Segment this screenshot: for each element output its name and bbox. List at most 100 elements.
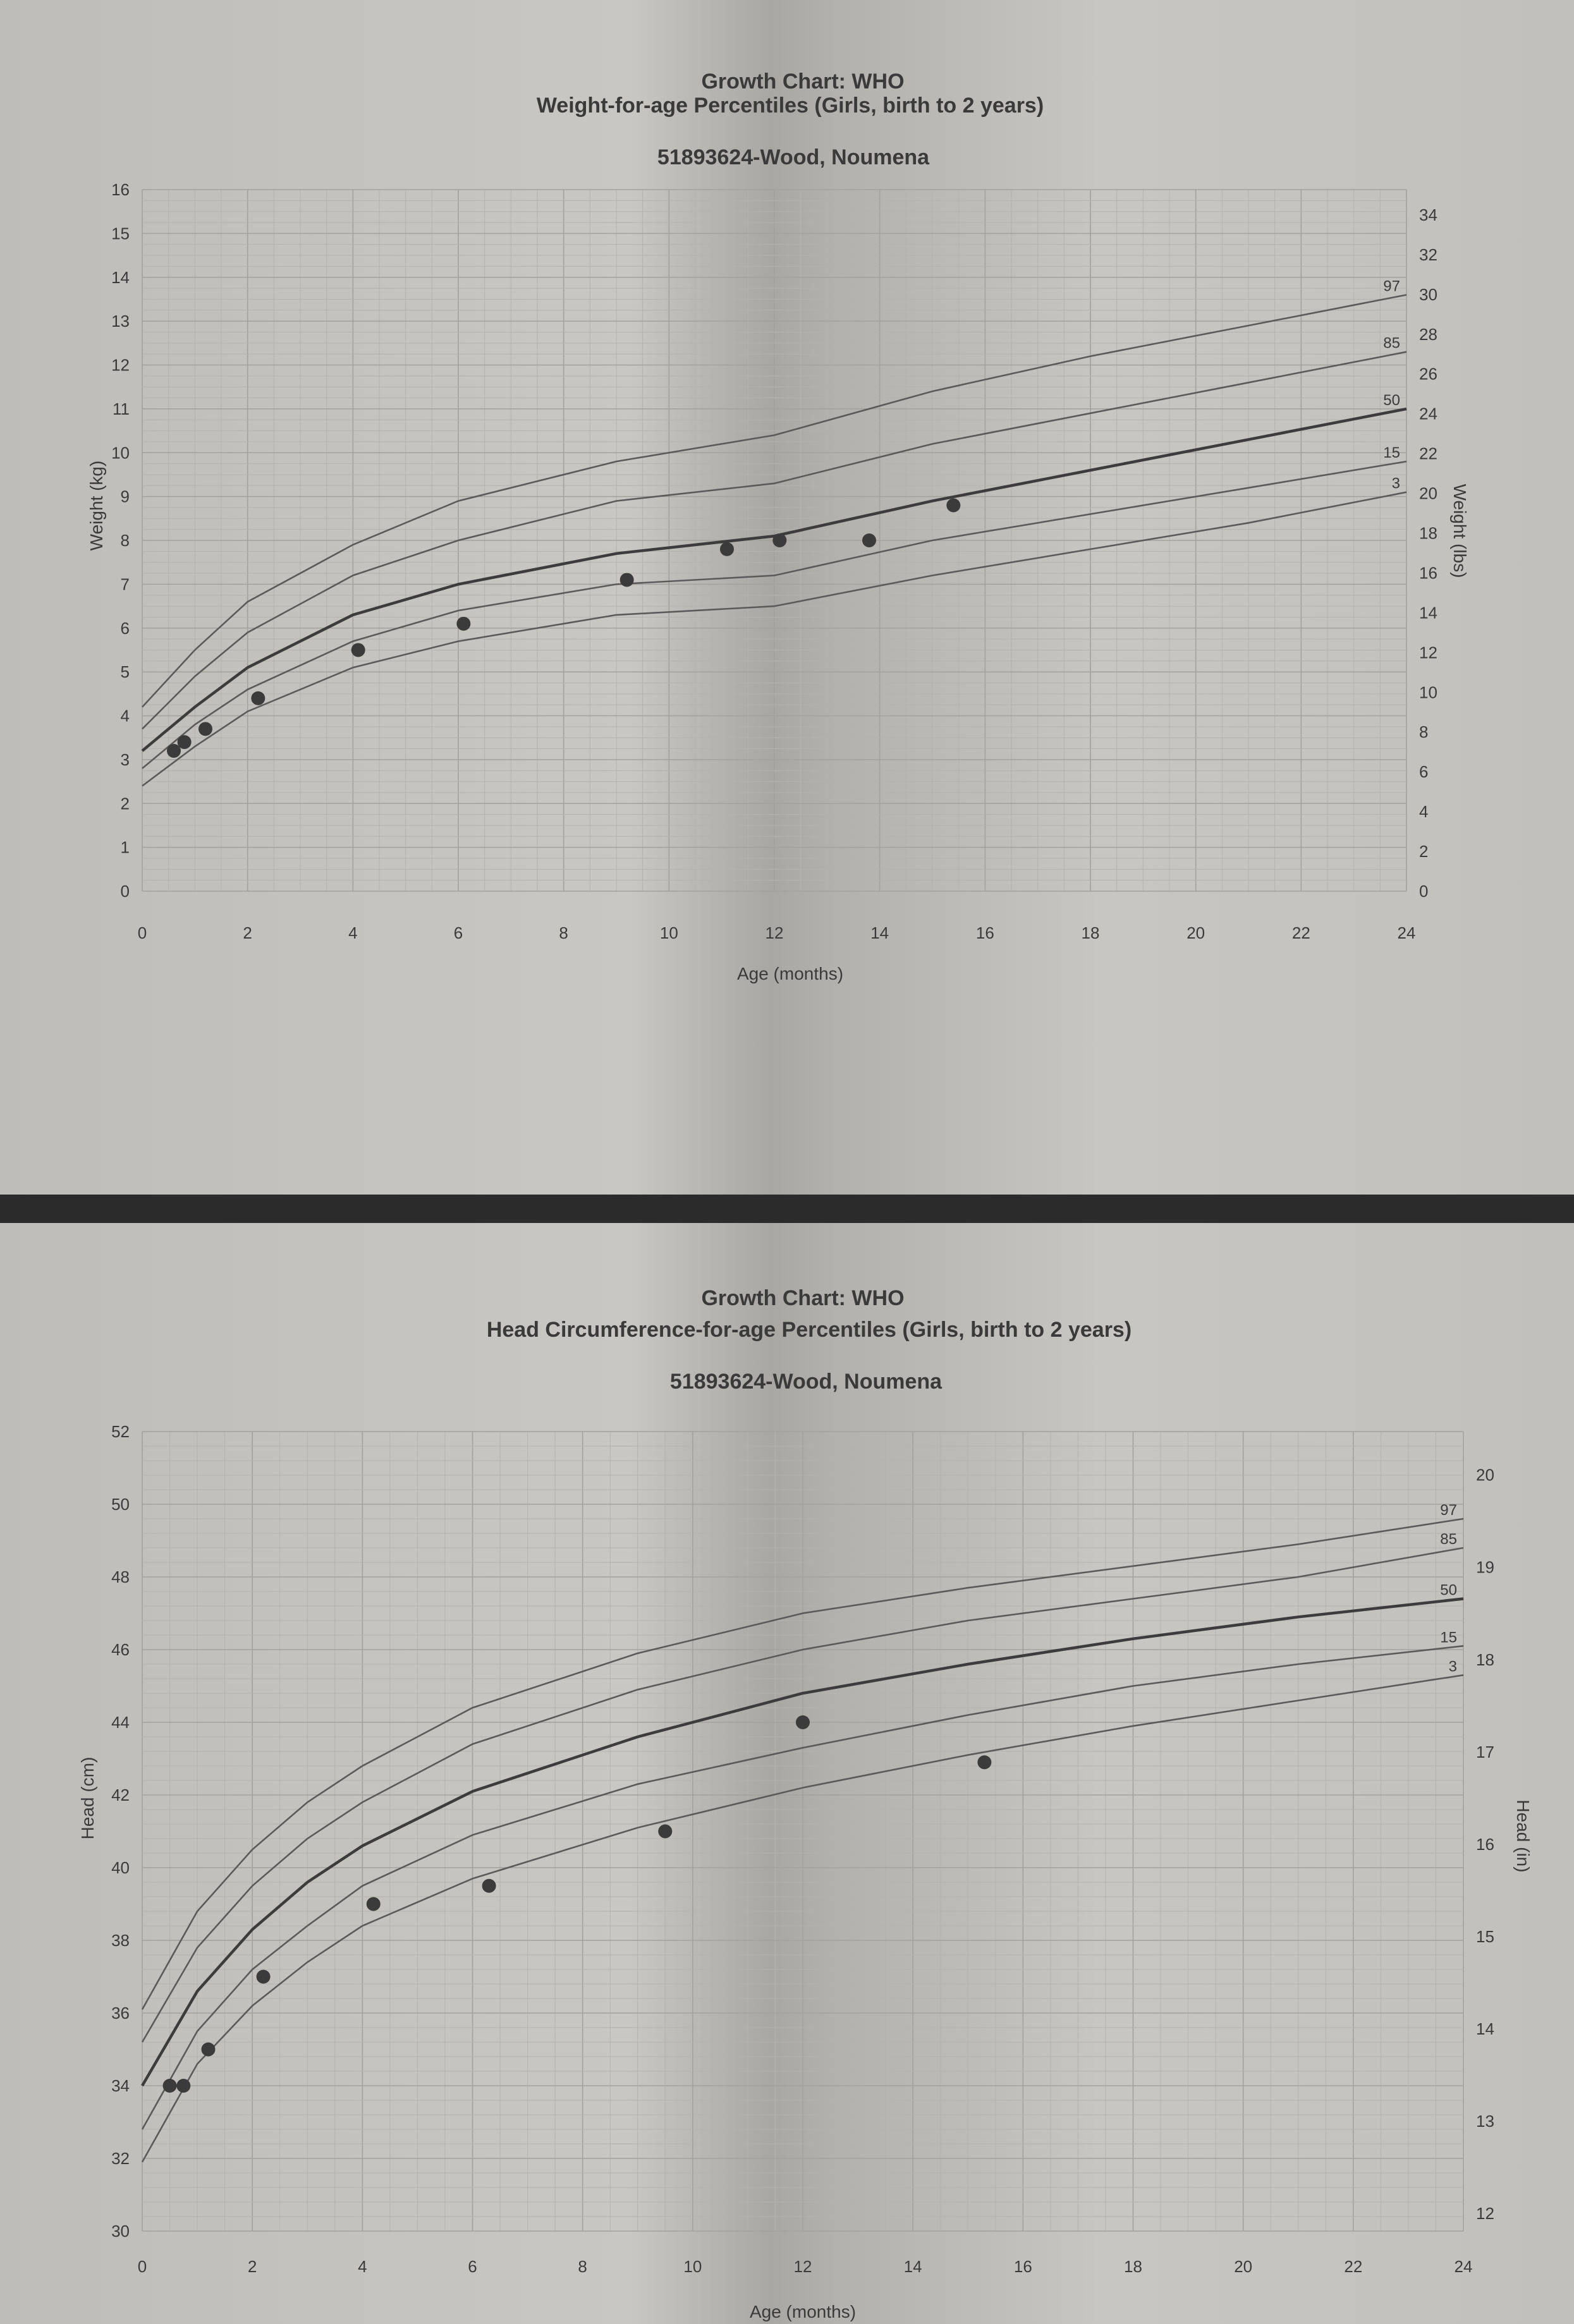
patient-point (177, 735, 192, 750)
x-tick-label: 22 (1344, 2257, 1362, 2276)
y-tick-label: 40 (111, 1858, 130, 1877)
patient-point (456, 616, 471, 631)
y-tick-label-right: 2 (1419, 842, 1428, 861)
y-tick-label: 42 (111, 1786, 130, 1804)
x-tick-label: 16 (1014, 2257, 1032, 2276)
y-tick-label: 30 (111, 2222, 130, 2241)
y-tick-label: 36 (111, 2004, 130, 2023)
patient-point (167, 744, 181, 758)
percentile-label-97: 97 (1440, 1502, 1457, 1519)
patient-point (796, 1715, 810, 1729)
percentile-label-97: 97 (1383, 278, 1400, 295)
percentile-curve-15 (141, 1645, 1464, 2130)
y-tick-label-right: 6 (1419, 762, 1428, 781)
y-axis-label-right: Head (in) (1513, 1799, 1533, 1872)
y-tick-labels-right: 12 13 14 15 16 17 18 19 20 (1476, 1466, 1494, 2224)
patient-point (482, 1878, 496, 1893)
y-tick-label-right: 18 (1476, 1650, 1494, 1669)
y-tick-label: 5 (121, 662, 130, 681)
y-tick-label-right: 18 (1419, 524, 1437, 543)
patient-point (351, 643, 365, 657)
patient-point (946, 498, 961, 513)
y-tick-label: 50 (111, 1495, 130, 1514)
patient-point (366, 1897, 381, 1911)
y-tick-label-right: 22 (1419, 444, 1437, 463)
y-tick-label-right: 28 (1419, 325, 1437, 344)
y-tick-label: 13 (111, 312, 130, 331)
y-axis-label: Head (cm) (78, 1757, 97, 1840)
y-tick-label-right: 20 (1476, 1466, 1494, 1485)
y-tick-label: 44 (111, 1713, 130, 1732)
x-tick-label: 0 (138, 923, 147, 942)
y-tick-label-right: 30 (1419, 285, 1437, 304)
y-tick-label-right: 12 (1476, 2204, 1494, 2223)
x-axis-label: Age (months) (737, 964, 843, 983)
y-tick-label: 52 (111, 1422, 130, 1441)
patient-point (862, 533, 876, 547)
percentile-curve-3 (141, 1674, 1464, 2163)
y-tick-label: 34 (111, 2076, 130, 2095)
y-tick-label: 11 (113, 399, 130, 418)
percentile-label-50: 50 (1440, 1582, 1457, 1599)
percentile-curve-15 (142, 460, 1407, 769)
patient-name: 51893624-Wood, Noumena (670, 1370, 943, 1394)
x-tick-label: 0 (138, 2257, 147, 2276)
percentile-label-3: 3 (1449, 1658, 1457, 1675)
x-tick-label: 2 (243, 923, 252, 942)
chart-title: Growth Chart: WHO (701, 1286, 904, 1310)
percentile-curve-50 (141, 1597, 1464, 2087)
y-tick-label: 48 (111, 1567, 130, 1586)
y-tick-label-right: 17 (1476, 1743, 1494, 1761)
y-tick-label-right: 13 (1476, 2112, 1494, 2131)
percentile-label-85: 85 (1383, 335, 1400, 352)
percentile-curve-97 (142, 294, 1407, 708)
y-tick-label: 8 (121, 531, 130, 550)
patient-point (256, 1969, 271, 1984)
x-tick-label: 4 (348, 923, 357, 942)
x-tick-label: 14 (904, 2257, 922, 2276)
y-tick-label: 0 (121, 882, 130, 901)
x-tick-label: 6 (454, 923, 463, 942)
y-tick-label: 9 (121, 487, 130, 506)
weight-for-age-chart: Growth Chart: WHO Weight-for-age Percent… (87, 70, 1470, 983)
patient-points (162, 1715, 992, 2093)
y-tick-label: 32 (111, 2149, 130, 2168)
percentile-curves (141, 1518, 1464, 2163)
chart-title: Growth Chart: WHO (701, 70, 904, 94)
x-tick-label: 14 (870, 923, 889, 942)
percentile-label-15: 15 (1383, 444, 1400, 461)
x-tick-label: 16 (976, 923, 994, 942)
y-tick-label-right: 16 (1476, 1835, 1494, 1854)
x-tick-label: 8 (578, 2257, 587, 2276)
y-tick-label: 6 (121, 619, 130, 638)
x-tick-label: 20 (1187, 923, 1205, 942)
patient-points (167, 498, 961, 758)
y-tick-label-right: 8 (1419, 722, 1428, 741)
x-axis-label: Age (months) (750, 2302, 856, 2321)
grid (142, 1431, 1464, 2232)
y-tick-label: 3 (121, 750, 130, 769)
percentile-labels: 97 85 50 15 3 (1440, 1502, 1457, 1675)
x-tick-label: 2 (248, 2257, 257, 2276)
percentile-curve-97 (141, 1518, 1464, 2010)
y-tick-label: 46 (111, 1640, 130, 1659)
y-axis-label: Weight (kg) (87, 461, 106, 551)
x-tick-label: 24 (1455, 2257, 1473, 2276)
y-tick-label: 2 (121, 794, 130, 813)
patient-point (198, 722, 212, 736)
x-tick-labels: 0 2 4 6 8 10 12 14 16 18 20 22 24 (138, 2257, 1473, 2276)
patient-point (162, 2079, 177, 2093)
x-tick-label: 4 (358, 2257, 367, 2276)
percentile-label-15: 15 (1440, 1629, 1457, 1646)
patient-point (772, 533, 787, 547)
y-tick-label: 4 (121, 707, 130, 726)
percentile-curve-85 (142, 351, 1407, 730)
x-tick-label: 10 (660, 923, 678, 942)
y-tick-label: 10 (111, 443, 130, 462)
percentile-curve-50 (141, 407, 1407, 752)
percentile-label-50: 50 (1383, 392, 1400, 409)
x-tick-labels: 0 2 4 6 8 10 12 14 16 18 20 22 24 (138, 923, 1416, 942)
patient-point (176, 2079, 191, 2093)
y-tick-label-right: 19 (1476, 1558, 1494, 1577)
